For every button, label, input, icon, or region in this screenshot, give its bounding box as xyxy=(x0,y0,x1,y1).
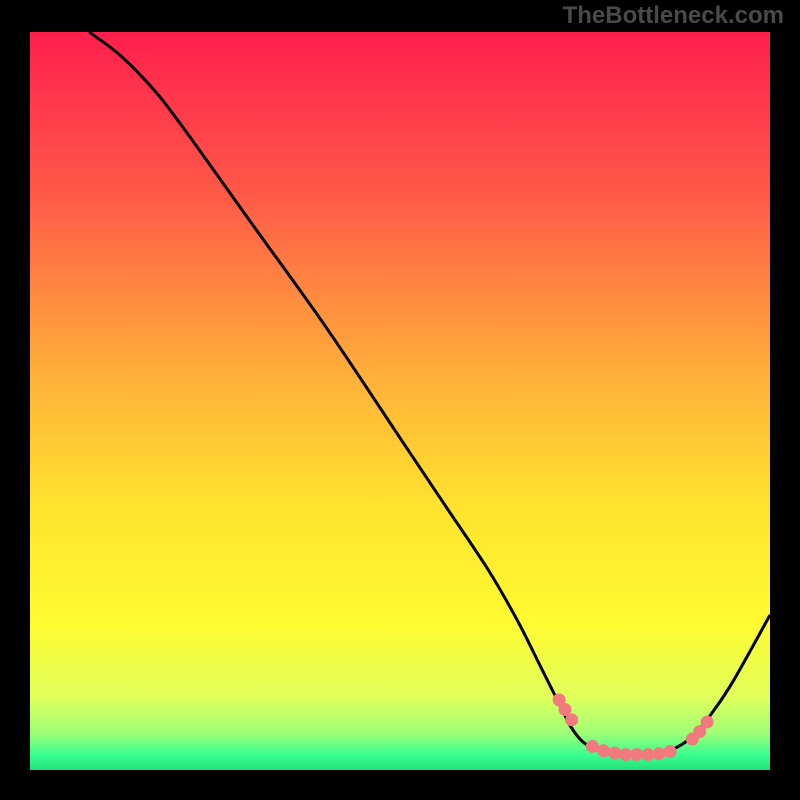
bottleneck-curve xyxy=(89,32,770,755)
data-marker xyxy=(701,716,714,729)
marker-group xyxy=(553,693,714,761)
chart-canvas: TheBottleneck.com xyxy=(0,0,800,800)
data-marker xyxy=(608,747,621,760)
plot-area xyxy=(30,32,770,770)
data-marker xyxy=(664,745,677,758)
attribution-text: TheBottleneck.com xyxy=(563,2,784,30)
data-marker xyxy=(586,740,599,753)
data-marker xyxy=(597,744,610,757)
data-marker xyxy=(641,748,654,761)
data-marker xyxy=(630,748,643,761)
curve-layer xyxy=(30,32,770,770)
data-marker xyxy=(619,748,632,761)
data-marker xyxy=(653,747,666,760)
data-marker xyxy=(565,713,578,726)
